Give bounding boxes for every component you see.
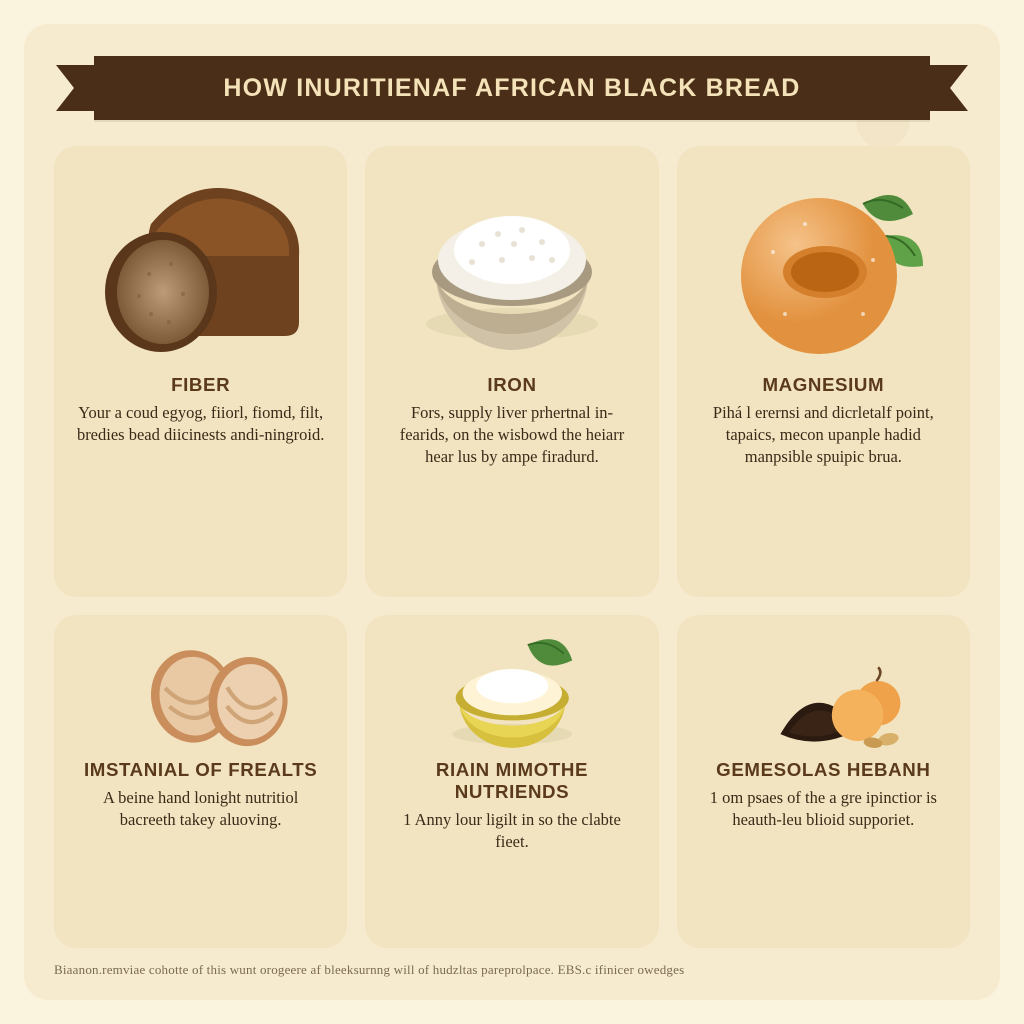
grain-bowl-icon — [387, 164, 636, 364]
footer-note: Biaanon.remviae cohotte of this wunt oro… — [54, 962, 970, 978]
apricot-half-icon — [699, 164, 948, 364]
card-title: IRON — [487, 374, 536, 396]
infographic-frame: HOW INURITIENAF AFRICAN BLACK BREAD — [24, 24, 1000, 1000]
card-body: Your a coud egyog, fiiorl, fiomd, filt, … — [76, 402, 325, 446]
card-magnesium: MAGNESIUM Pihá l erernsi and dicrletalf … — [677, 146, 970, 597]
card-body: 1 Anny lour ligilt in so the clabte fiee… — [387, 809, 636, 853]
card-title: GEMESOLAS HEBANH — [716, 759, 930, 781]
card-title: MAGNESIUM — [762, 374, 884, 396]
banner-title: HOW INURITIENAF AFRICAN BLACK BREAD — [223, 74, 800, 103]
card-nutriends: RIAIN MIMOTHE NUTRIENDS 1 Anny lour ligi… — [365, 615, 658, 948]
ribbon-right-icon — [922, 65, 968, 111]
card-title: FIBER — [171, 374, 230, 396]
card-iron: IRON Fors, supply liver prhertnal in-fea… — [365, 146, 658, 597]
card-title: RIAIN MIMOTHE NUTRIENDS — [387, 759, 636, 803]
page: HOW INURITIENAF AFRICAN BLACK BREAD — [0, 0, 1024, 1024]
card-fiber: FIBER Your a coud egyog, fiiorl, fiomd, … — [54, 146, 347, 597]
card-body: Pihá l erernsi and dicrletalf point, tap… — [699, 402, 948, 467]
fruits-and-soil-icon — [699, 633, 948, 753]
bread-loaf-icon — [76, 164, 325, 364]
bread-slices-icon — [76, 633, 325, 753]
card-frealts: IMSTANIAL OF FREALTS A beine hand lonigh… — [54, 615, 347, 948]
banner-bar: HOW INURITIENAF AFRICAN BLACK BREAD — [94, 56, 930, 120]
card-hebanh: GEMESOLAS HEBANH 1 om psaes of the a gre… — [677, 615, 970, 948]
card-body: Fors, supply liver prhertnal in-fearids,… — [387, 402, 636, 467]
title-banner: HOW INURITIENAF AFRICAN BLACK BREAD — [60, 56, 964, 120]
card-body: A beine hand lonight nutritiol bacreeth … — [76, 787, 325, 831]
flour-bowl-leaf-icon — [387, 633, 636, 753]
card-body: 1 om psaes of the a gre ipinctior is hea… — [699, 787, 948, 831]
card-title: IMSTANIAL OF FREALTS — [84, 759, 317, 781]
cards-grid: FIBER Your a coud egyog, fiiorl, fiomd, … — [54, 146, 970, 948]
